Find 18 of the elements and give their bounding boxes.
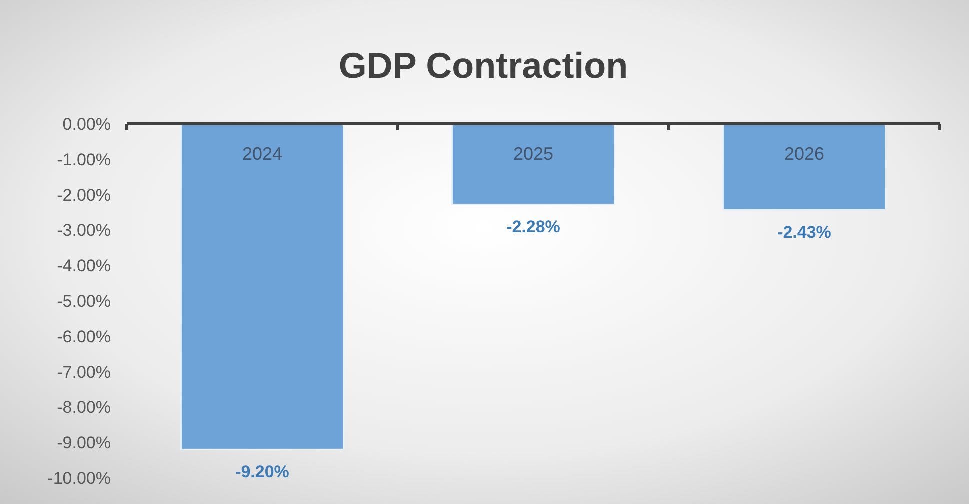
- x-tick-label: 2026: [784, 144, 825, 164]
- y-tick-label: -10.00%: [48, 468, 111, 488]
- y-tick-label: -3.00%: [57, 221, 111, 240]
- y-tick-label: -1.00%: [57, 150, 111, 170]
- y-tick-label: 0.00%: [62, 114, 111, 134]
- y-tick-label: -7.00%: [57, 362, 111, 382]
- y-tick-label: -8.00%: [57, 398, 111, 418]
- x-tick-label: 2025: [513, 144, 554, 164]
- y-tick-label: -5.00%: [57, 292, 111, 311]
- data-label: -9.20%: [236, 462, 290, 482]
- y-tick-label: -6.00%: [57, 327, 111, 346]
- x-tick-label: 2024: [242, 144, 283, 164]
- chart-title: GDP Contraction: [338, 45, 628, 86]
- y-tick-label: -4.00%: [57, 256, 111, 276]
- y-tick-label: -2.00%: [57, 186, 111, 205]
- data-label: -2.28%: [506, 218, 560, 237]
- y-tick-label: -9.00%: [57, 434, 111, 453]
- data-label: -2.43%: [778, 223, 832, 242]
